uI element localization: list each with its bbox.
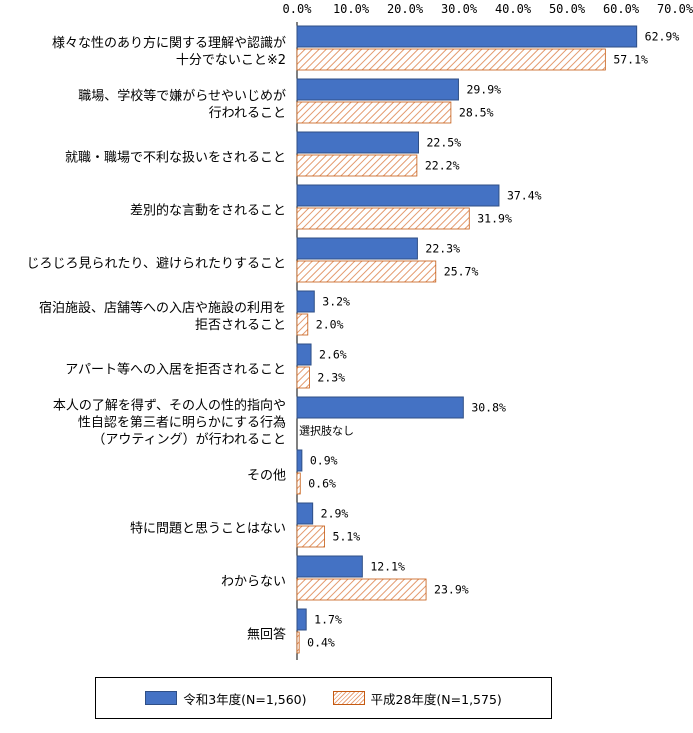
category-label: 差別的な言動をされること [130,203,286,219]
data-label: 1.7% [314,613,342,627]
legend-item-r3: 令和3年度(N=1,560) [145,689,307,708]
bar-h28 [296,631,300,654]
data-label: 2.6% [319,348,347,362]
bar-chart: 0.0% 10.0% 20.0% 30.0% 40.0% 50.0% 60.0% 70.0% … [27,2,693,660]
x-tick-label: 50.0% [549,2,586,16]
bar-h28 [296,48,606,71]
bar-r3 [296,25,638,48]
legend-label-r3: 令和3年度(N=1,560) [183,691,307,707]
legend-swatch-h28 [332,691,365,705]
bar-r3 [296,343,312,366]
data-label: 57.1% [613,53,648,67]
bar-r3 [296,184,500,207]
data-label: 37.4% [507,189,542,203]
data-label: 2.3% [317,371,345,385]
chart-legend: 令和3年度(N=1,560) 平成28年度(N=1,575) [95,677,552,719]
category-label: その他 [247,469,286,484]
category-label: じろじろ見られたり、避けられたりすること [27,257,286,272]
data-label: 31.9% [477,212,512,226]
data-label: 25.7% [444,265,479,279]
bar-r3 [296,78,459,101]
bar-h28 [296,313,309,336]
bar-r3 [296,449,303,472]
bar-r3 [296,290,315,313]
bar-r3 [296,396,464,419]
data-label: 12.1% [370,560,405,574]
x-tick-label: 10.0% [333,2,370,16]
bar-h28 [296,207,470,230]
x-tick-label: 20.0% [387,2,424,16]
x-tick-label: 30.0% [441,2,478,16]
data-label: 22.5% [427,136,462,150]
category-label: 就職・職場で不利な扱いをされること [65,151,286,166]
bar-r3 [296,502,314,525]
category-label: 宿泊施設、店舗等への入店や施設の利用を拒否されること [39,300,286,333]
data-label: 0.4% [307,636,335,650]
bar-h28 [296,366,310,389]
bar-h28 [296,525,325,548]
bar-r3 [296,237,418,260]
category-label: わからない [221,575,286,590]
bar-r3 [296,555,363,578]
data-label: 62.9% [645,30,680,44]
x-tick-label: 70.0% [657,2,693,16]
bar-h28 [296,154,418,177]
bar-h28 [296,472,301,495]
category-label: アパート等への入居を拒否されること [65,362,286,378]
data-label: 23.9% [434,583,469,597]
category-label: 無回答 [247,627,286,643]
legend-item-h28: 平成28年度(N=1,575) [332,689,502,708]
data-label-note: 選択肢なし [299,424,354,438]
bar-h28 [296,101,452,124]
data-label: 3.2% [322,295,350,309]
category-label: 様々な性のあり方に関する理解や認識が十分でないこと※2 [52,35,286,68]
legend-swatch-r3 [145,691,178,705]
x-tick-label: 60.0% [603,2,640,16]
data-label: 0.6% [308,477,336,491]
data-label: 29.9% [466,83,501,97]
x-tick-label: 40.0% [495,2,532,16]
category-label: 特に問題と思うことはない [130,522,286,537]
data-label: 28.5% [459,106,494,120]
data-label: 22.2% [425,159,460,173]
data-label: 2.0% [316,318,344,332]
bar-r3 [296,131,419,154]
data-label: 5.1% [333,530,361,544]
data-label: 22.3% [425,242,460,256]
data-label: 0.9% [310,454,338,468]
x-tick-label: 0.0% [283,2,313,16]
category-label: 職場、学校等で嫌がらせやいじめが行われること [78,88,286,121]
legend-label-h28: 平成28年度(N=1,575) [370,691,502,707]
bar-r3 [296,608,307,631]
category-label: 本人の了解を得ず、その人の性的指向や性自認を第三者に明らかにする行為（アウティン… [53,398,286,448]
bar-h28 [296,260,437,283]
bar-h28 [296,578,427,601]
data-label: 30.8% [471,401,506,415]
data-label: 2.9% [321,507,349,521]
